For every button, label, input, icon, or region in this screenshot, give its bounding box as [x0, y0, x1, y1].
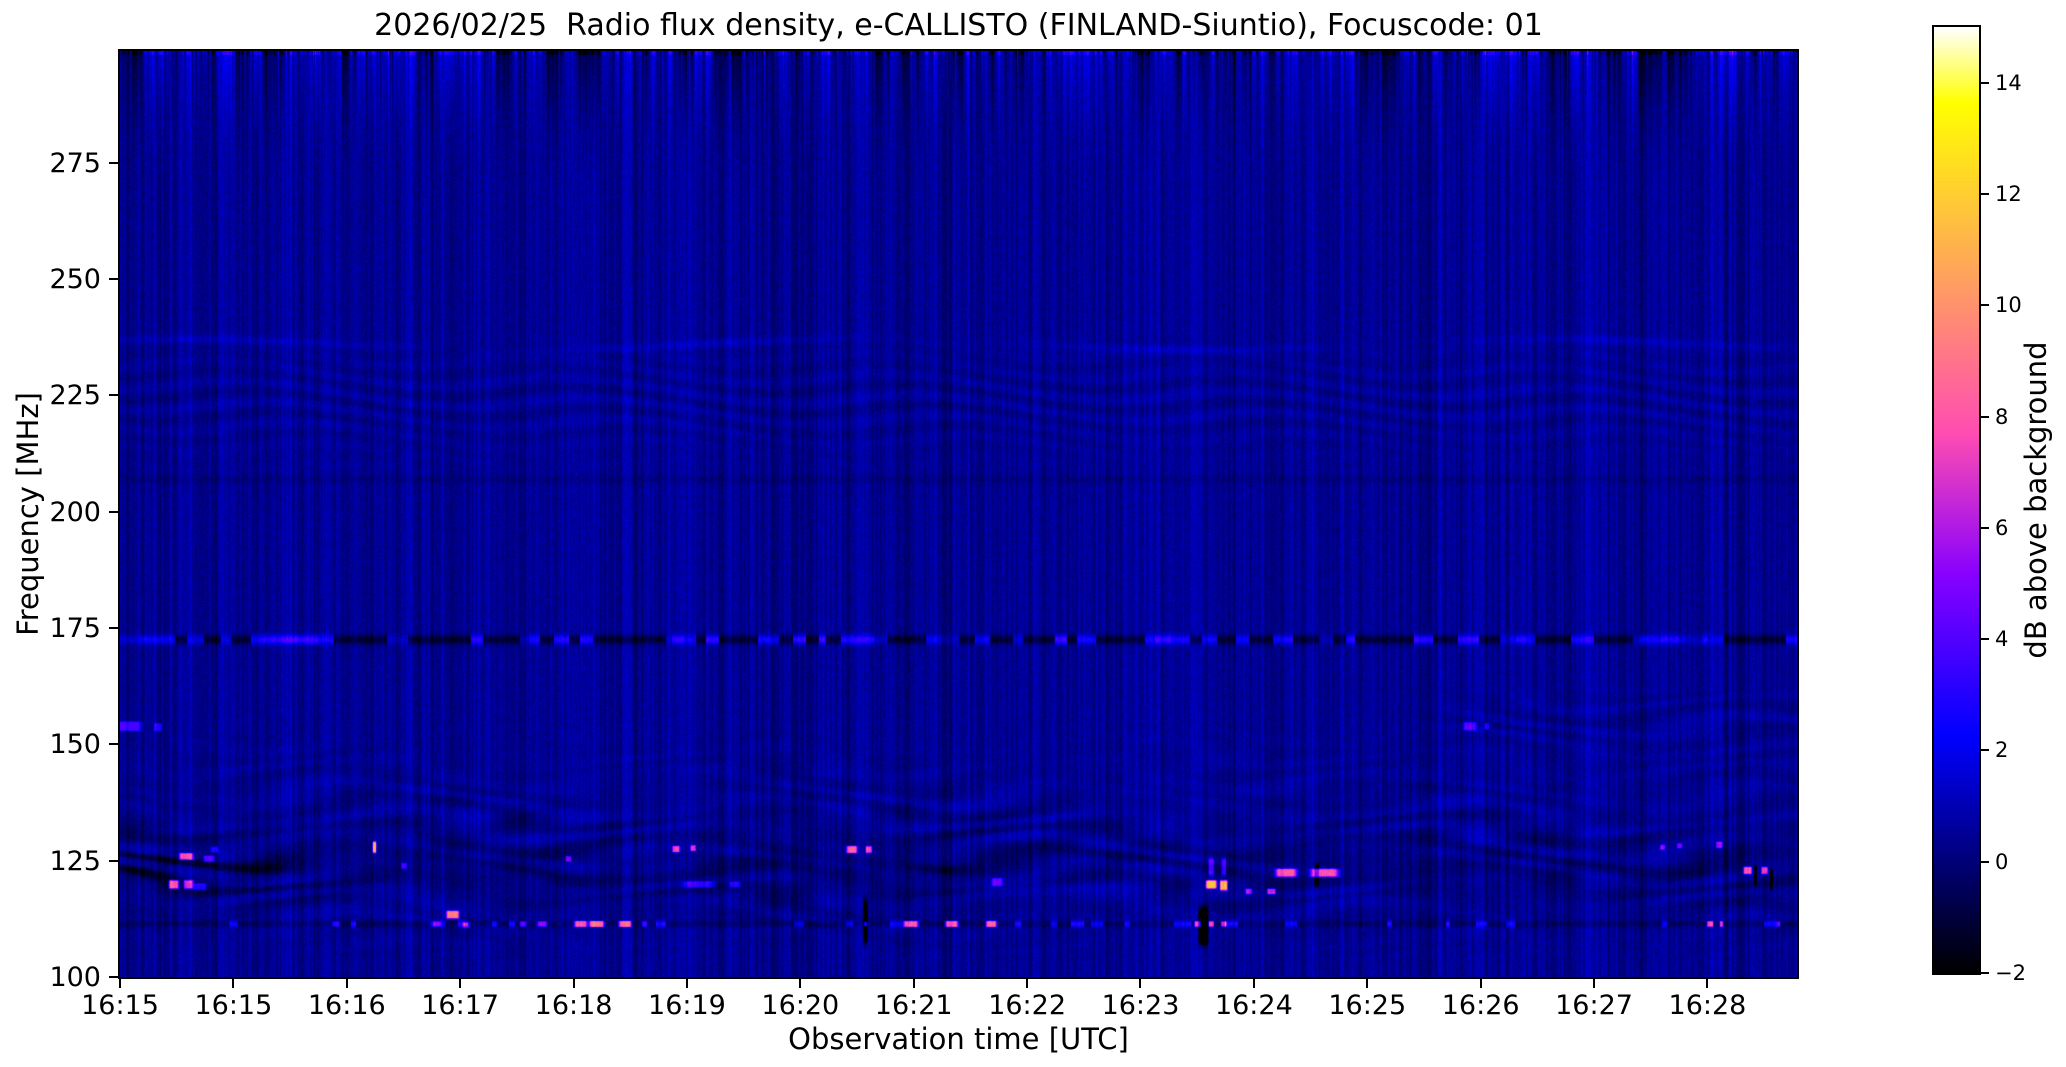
colorbar-tick-label: 8 — [1995, 404, 2009, 429]
x-tick-label: 16:20 — [761, 990, 840, 1021]
colorbar-tick-mark — [1981, 81, 1989, 84]
colorbar-tick-mark — [1981, 415, 1989, 418]
x-tick-mark — [1706, 979, 1709, 988]
x-tick-mark — [232, 979, 235, 988]
colorbar-tick-mark — [1981, 972, 1989, 974]
colorbar-tick-label: −2 — [1995, 961, 2026, 985]
chart-title: 2026/02/25 Radio flux density, e-CALLIST… — [374, 8, 1543, 43]
colorbar-tick-mark — [1981, 638, 1989, 641]
colorbar-tick-label: 4 — [1995, 627, 2009, 652]
x-tick-label: 16:19 — [648, 990, 726, 1021]
y-tick-label: 275 — [49, 147, 101, 179]
x-tick-label: 16:16 — [307, 990, 386, 1021]
y-tick-label: 150 — [49, 729, 101, 761]
colorbar-gradient — [1932, 25, 1981, 975]
x-tick-mark — [1139, 979, 1142, 988]
x-tick-mark — [119, 979, 121, 988]
colorbar-tick-mark — [1981, 749, 1989, 752]
x-tick-mark — [1026, 979, 1029, 988]
x-tick-label: 16:26 — [1441, 990, 1520, 1021]
y-tick-mark — [109, 743, 118, 746]
colorbar-tick-label: 10 — [1995, 293, 2022, 318]
colorbar-tick-label: 0 — [1995, 849, 2009, 874]
x-tick-mark — [459, 979, 462, 988]
x-tick-label: 16:15 — [81, 990, 159, 1021]
colorbar-tick-label: 2 — [1995, 738, 2009, 763]
x-tick-mark — [1479, 979, 1482, 988]
x-tick-mark — [912, 979, 915, 988]
colorbar-tick-mark — [1981, 304, 1989, 307]
y-tick-label: 225 — [49, 380, 101, 412]
x-tick-label: 16:28 — [1668, 990, 1747, 1021]
x-tick-label: 16:17 — [421, 990, 500, 1021]
x-tick-label: 16:27 — [1555, 990, 1633, 1021]
x-tick-label: 16:15 — [194, 990, 273, 1021]
colorbar-tick-mark — [1981, 192, 1989, 195]
colorbar-tick-mark — [1981, 860, 1989, 863]
y-tick-mark — [109, 859, 118, 862]
y-tick-label: 250 — [49, 264, 101, 295]
x-tick-label: 16:21 — [874, 990, 953, 1021]
x-tick-label: 16:24 — [1214, 990, 1293, 1021]
x-tick-mark — [1593, 979, 1596, 988]
x-tick-label: 16:22 — [988, 990, 1066, 1021]
colorbar-tick-mark — [1981, 526, 1989, 529]
x-tick-label: 16:25 — [1328, 990, 1407, 1021]
y-tick-mark — [109, 278, 118, 280]
y-tick-mark — [109, 627, 118, 629]
x-tick-mark — [572, 979, 575, 988]
x-tick-mark — [799, 979, 802, 988]
y-tick-label: 100 — [49, 962, 101, 993]
y-tick-mark — [109, 510, 118, 513]
colorbar-label: dB above background — [2019, 341, 2053, 659]
colorbar-tick-label: 14 — [1995, 70, 2022, 95]
x-tick-mark — [1252, 979, 1255, 988]
spectrogram-heatmap — [118, 49, 1799, 979]
colorbar-tick-label: 6 — [1995, 515, 2009, 540]
y-tick-label: 175 — [49, 613, 101, 644]
y-tick-mark — [109, 976, 118, 978]
x-tick-mark — [685, 979, 688, 988]
x-tick-mark — [1366, 979, 1369, 988]
x-axis-label: Observation time [UTC] — [788, 1022, 1129, 1056]
y-tick-label: 200 — [49, 496, 101, 528]
x-tick-label: 16:23 — [1101, 990, 1180, 1021]
y-tick-mark — [109, 161, 118, 164]
x-tick-label: 16:18 — [534, 990, 613, 1021]
x-tick-mark — [345, 979, 348, 988]
y-tick-mark — [109, 394, 118, 397]
colorbar-tick-label: 12 — [1995, 181, 2022, 206]
y-tick-label: 125 — [49, 845, 101, 877]
